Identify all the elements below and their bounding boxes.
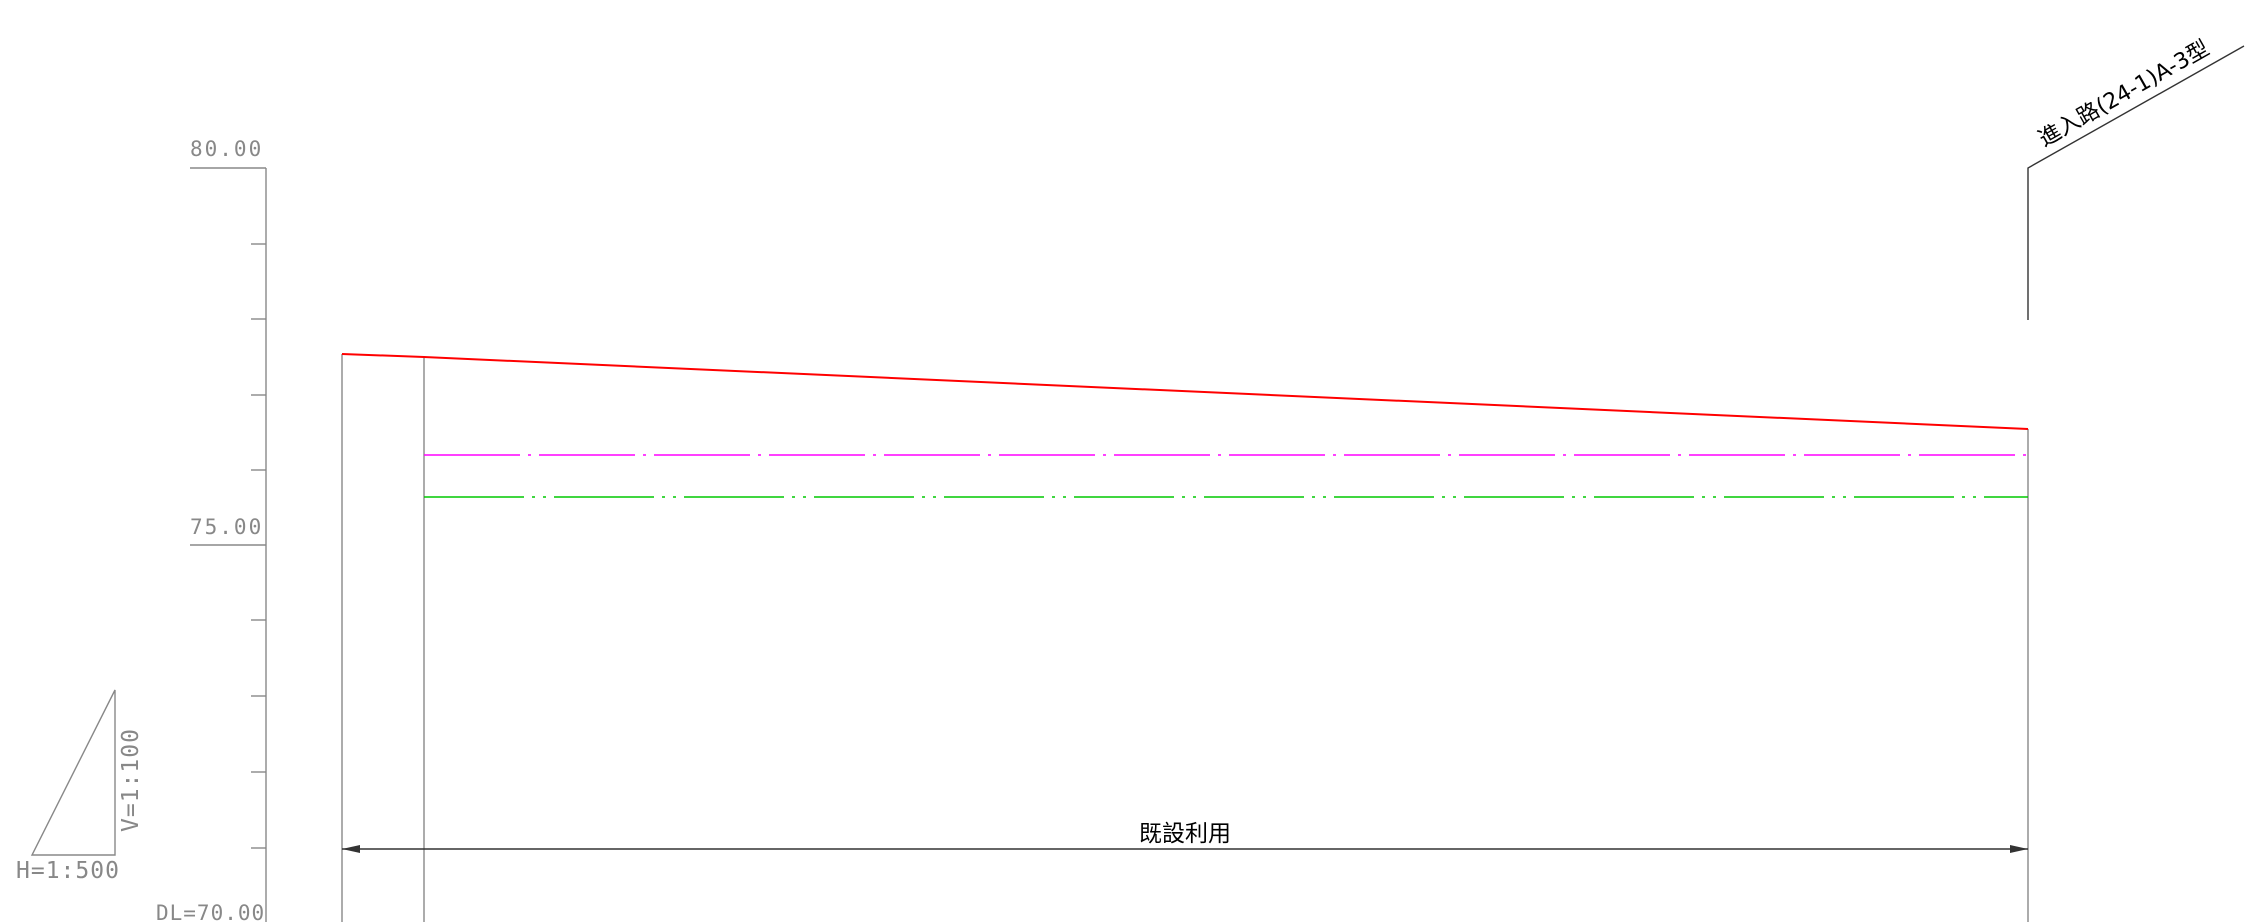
- dimension-line: 既設利用: [342, 821, 2028, 853]
- scale-horizontal-label: H=1:500: [16, 858, 120, 884]
- ground-profile-line: [342, 354, 2028, 429]
- elevation-axis: 80.00 75.00 DL=70.00: [156, 137, 266, 922]
- road-label: 進入路(24-1)A-3型: [2035, 36, 2214, 152]
- dimension-arrow-left: [342, 845, 360, 853]
- dimension-arrow-right: [2010, 845, 2028, 853]
- axis-label-datum: DL=70.00: [156, 901, 265, 922]
- scale-indicator: H=1:500 V=1:100: [16, 690, 144, 884]
- axis-label-mid: 75.00: [190, 515, 263, 539]
- dimension-label: 既設利用: [1139, 821, 1231, 847]
- road-label-leader: 進入路(24-1)A-3型: [2028, 36, 2244, 320]
- axis-label-top: 80.00: [190, 137, 263, 161]
- scale-vertical-label: V=1:100: [118, 728, 144, 832]
- axis-ticks: [251, 244, 266, 848]
- scale-triangle: [32, 690, 115, 855]
